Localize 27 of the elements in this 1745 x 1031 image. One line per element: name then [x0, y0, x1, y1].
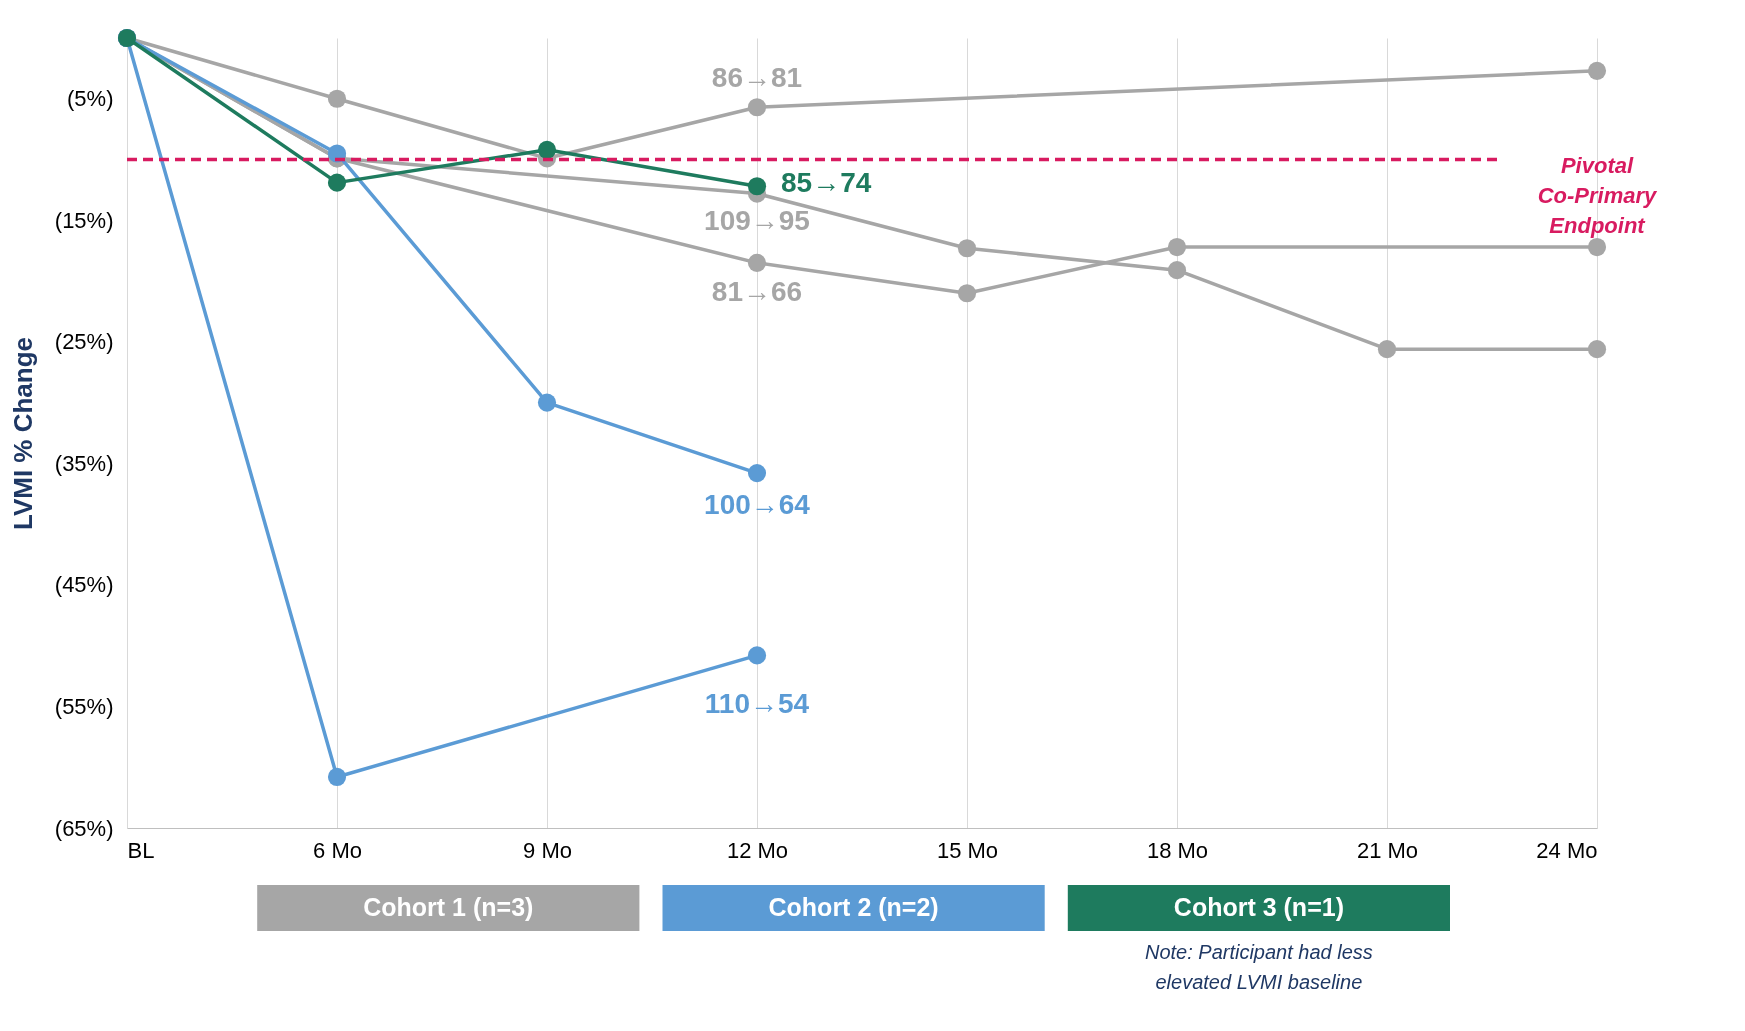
y-tick-label: (35%) — [54, 450, 114, 476]
x-tick-label: BL — [127, 837, 155, 863]
annotation: 110→54 — [704, 688, 810, 720]
ref-line-label: Pivotal Co-Primary Endpoint — [1537, 152, 1659, 238]
y-tick-label: (25%) — [54, 329, 114, 355]
y-tick-label: (55%) — [54, 693, 114, 719]
annotation: 100→64 — [704, 489, 811, 521]
x-tick-label: 18 Mo — [1146, 837, 1209, 863]
x-tick-label: 9 Mo — [523, 837, 572, 863]
text: Cohort 3 (n=1) — [1173, 893, 1344, 921]
annotation: 86→81 — [711, 62, 803, 94]
annotation: 85→74 — [781, 167, 872, 199]
annotation: 109→95 — [704, 204, 810, 236]
x-tick-label: 6 Mo — [313, 837, 362, 863]
text: Cohort 2 (n=2) — [768, 893, 939, 921]
y-tick-label: (65%) — [54, 815, 114, 841]
x-tick-label: 15 Mo — [936, 837, 999, 863]
annotation: 81→66 — [711, 275, 803, 307]
x-tick-label: 21 Mo — [1356, 837, 1419, 863]
y-tick-label: (5%) — [67, 86, 114, 112]
y-axis-title: LVMI % Change — [7, 336, 38, 531]
y-tick-label: (15%) — [54, 207, 114, 233]
x-tick-label: 24 Mo — [1536, 837, 1598, 863]
x-tick-label: 12 Mo — [726, 837, 789, 863]
text: Note: Participant had less elevated LVMI baseline — [1144, 941, 1373, 993]
text: Cohort 1 (n=3) — [363, 893, 534, 921]
y-tick-label: (45%) — [54, 572, 114, 598]
